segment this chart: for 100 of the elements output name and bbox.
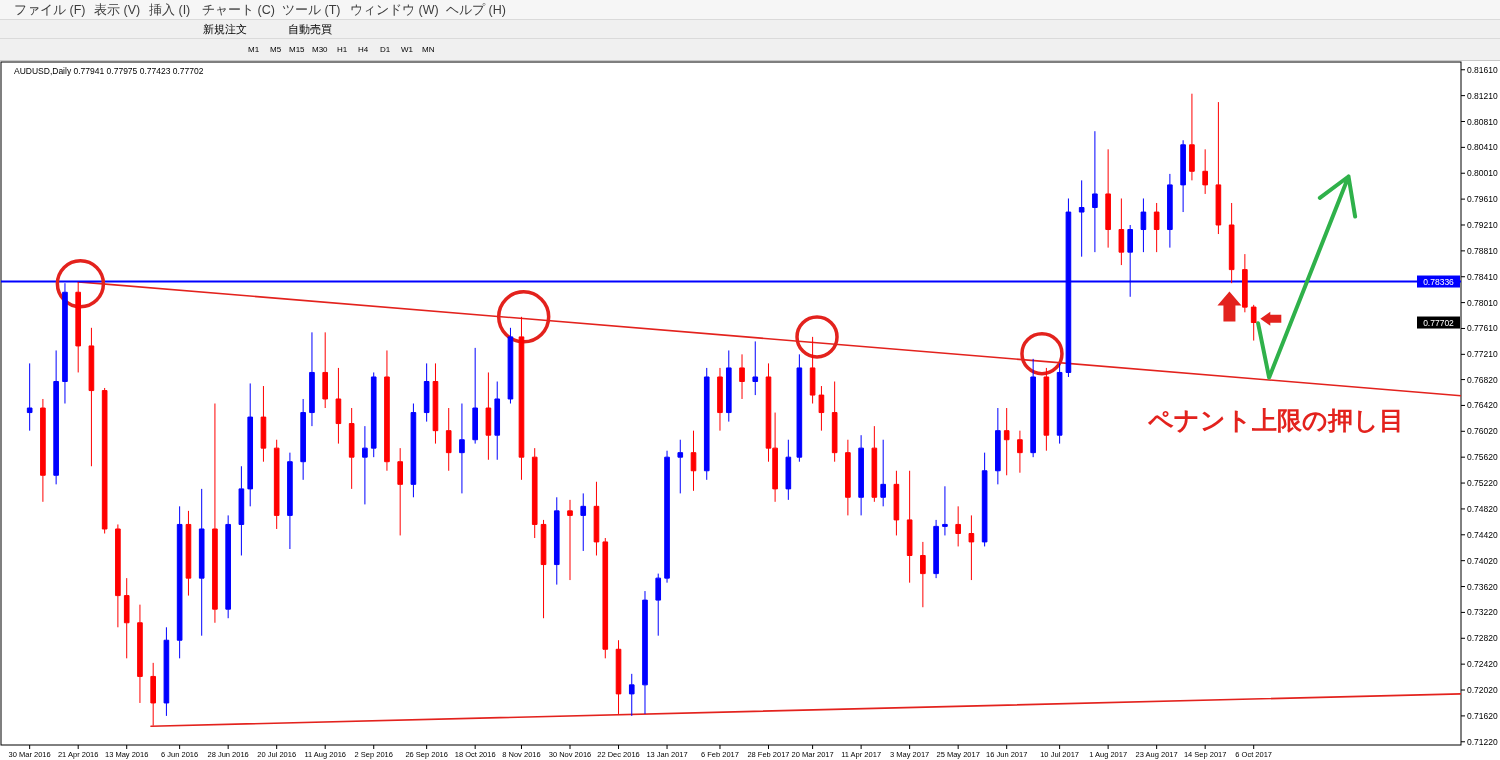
text: M5 [270,44,282,54]
text: M1 [248,44,260,54]
candlestick [1092,130,1098,253]
candlestick [752,340,759,396]
candlestick [1250,304,1257,342]
candlestick [906,470,913,584]
y-tick-label: 0.71220 [1467,736,1498,747]
candlestick [335,367,342,445]
text: 挿入 (I) [149,2,191,17]
candlestick [920,541,926,608]
text: チャート (C) [202,2,275,17]
candlestick [88,327,95,467]
y-tick-label: 0.80010 [1467,168,1498,179]
candlestick [615,639,622,715]
candlestick [101,387,108,534]
y-tick-label: 0.80810 [1467,116,1498,127]
candlestick [1017,430,1023,474]
text: ツール (T) [282,2,341,17]
text: ヘルプ (H) [446,2,506,17]
text: M15 [289,44,306,54]
candlestick [185,510,192,597]
y-tick-label: 0.77210 [1467,349,1498,360]
text: AUDUSD,Daily 0.77941 0.77975 0.77423 0.77702 [14,66,204,76]
candlestick [1189,93,1195,181]
y-tick-label: 0.72820 [1467,633,1498,644]
candlestick [785,439,792,501]
candlestick [362,425,368,505]
candlestick [655,573,662,637]
text: ウィンドウ (W) [350,2,439,17]
candlestick [703,367,710,481]
y-tick-label: 0.75220 [1467,478,1498,489]
text: D1 [380,44,391,54]
candlestick [494,381,501,461]
candlestick [628,673,635,717]
candlestick [309,331,315,427]
candlestick [247,382,254,507]
candlestick [75,281,82,373]
candlestick [1180,139,1186,213]
annotation: ペナント上限の押し目 [1146,405,1404,434]
text: H4 [358,44,369,54]
candlestick [472,347,478,445]
candlestick [1043,367,1050,452]
candlestick [955,505,961,547]
candlestick [858,434,864,516]
y-tick-label: 0.76020 [1467,426,1498,437]
candlestick [567,499,573,581]
candlestick [432,362,439,445]
candlestick [981,452,988,547]
candlestick [40,398,46,503]
y-tick-label: 0.81610 [1467,64,1498,75]
candlestick [968,514,975,581]
y-tick-label: 0.71620 [1467,710,1498,721]
y-tick-label: 0.81210 [1467,90,1498,101]
candlestick [123,577,130,659]
candlestick [507,327,514,404]
candlestick [580,492,587,552]
ref-line-label: 0.78336 [1423,276,1455,287]
candlestick [531,447,538,539]
y-tick-label: 0.74420 [1467,529,1498,540]
candlestick [238,465,245,556]
text: H1 [337,44,348,54]
y-tick-label: 0.78810 [1467,245,1498,256]
candlestick [880,439,886,507]
candlestick [664,450,670,584]
candlestick [690,430,697,492]
text: W1 [401,44,414,54]
candlestick [384,349,390,472]
candlestick [410,403,417,498]
candlestick [1202,148,1208,195]
candlestick [871,425,878,503]
y-tick-label: 0.76820 [1467,374,1498,385]
candlestick [176,505,183,659]
text: 自動売買 [288,23,332,35]
candlestick [602,537,609,659]
text: 新規注文 [203,23,247,35]
candlestick [260,385,267,463]
candlestick [198,488,205,637]
candlestick [809,336,816,404]
candlestick [445,407,452,472]
candlestick [150,662,156,727]
candlestick [1242,253,1248,313]
y-tick-label: 0.75620 [1467,452,1498,463]
candlestick [642,590,648,715]
candlestick [322,331,329,409]
candlestick [717,367,723,432]
candlestick [553,496,560,586]
candlestick [677,439,684,494]
candlestick [459,403,465,494]
candlestick [423,362,430,423]
candlestick [725,349,732,423]
y-tick-label: 0.73220 [1467,607,1498,618]
annotation: 0.77702 [1423,317,1455,328]
y-tick-label: 0.79210 [1467,219,1498,230]
candlestick [485,371,492,461]
candlestick [53,349,59,485]
y-tick-label: 0.77610 [1467,323,1498,334]
candlestick [1030,358,1036,458]
candlestick [348,407,355,490]
y-tick-label: 0.78410 [1467,271,1498,282]
y-tick-label: 0.72420 [1467,659,1498,670]
